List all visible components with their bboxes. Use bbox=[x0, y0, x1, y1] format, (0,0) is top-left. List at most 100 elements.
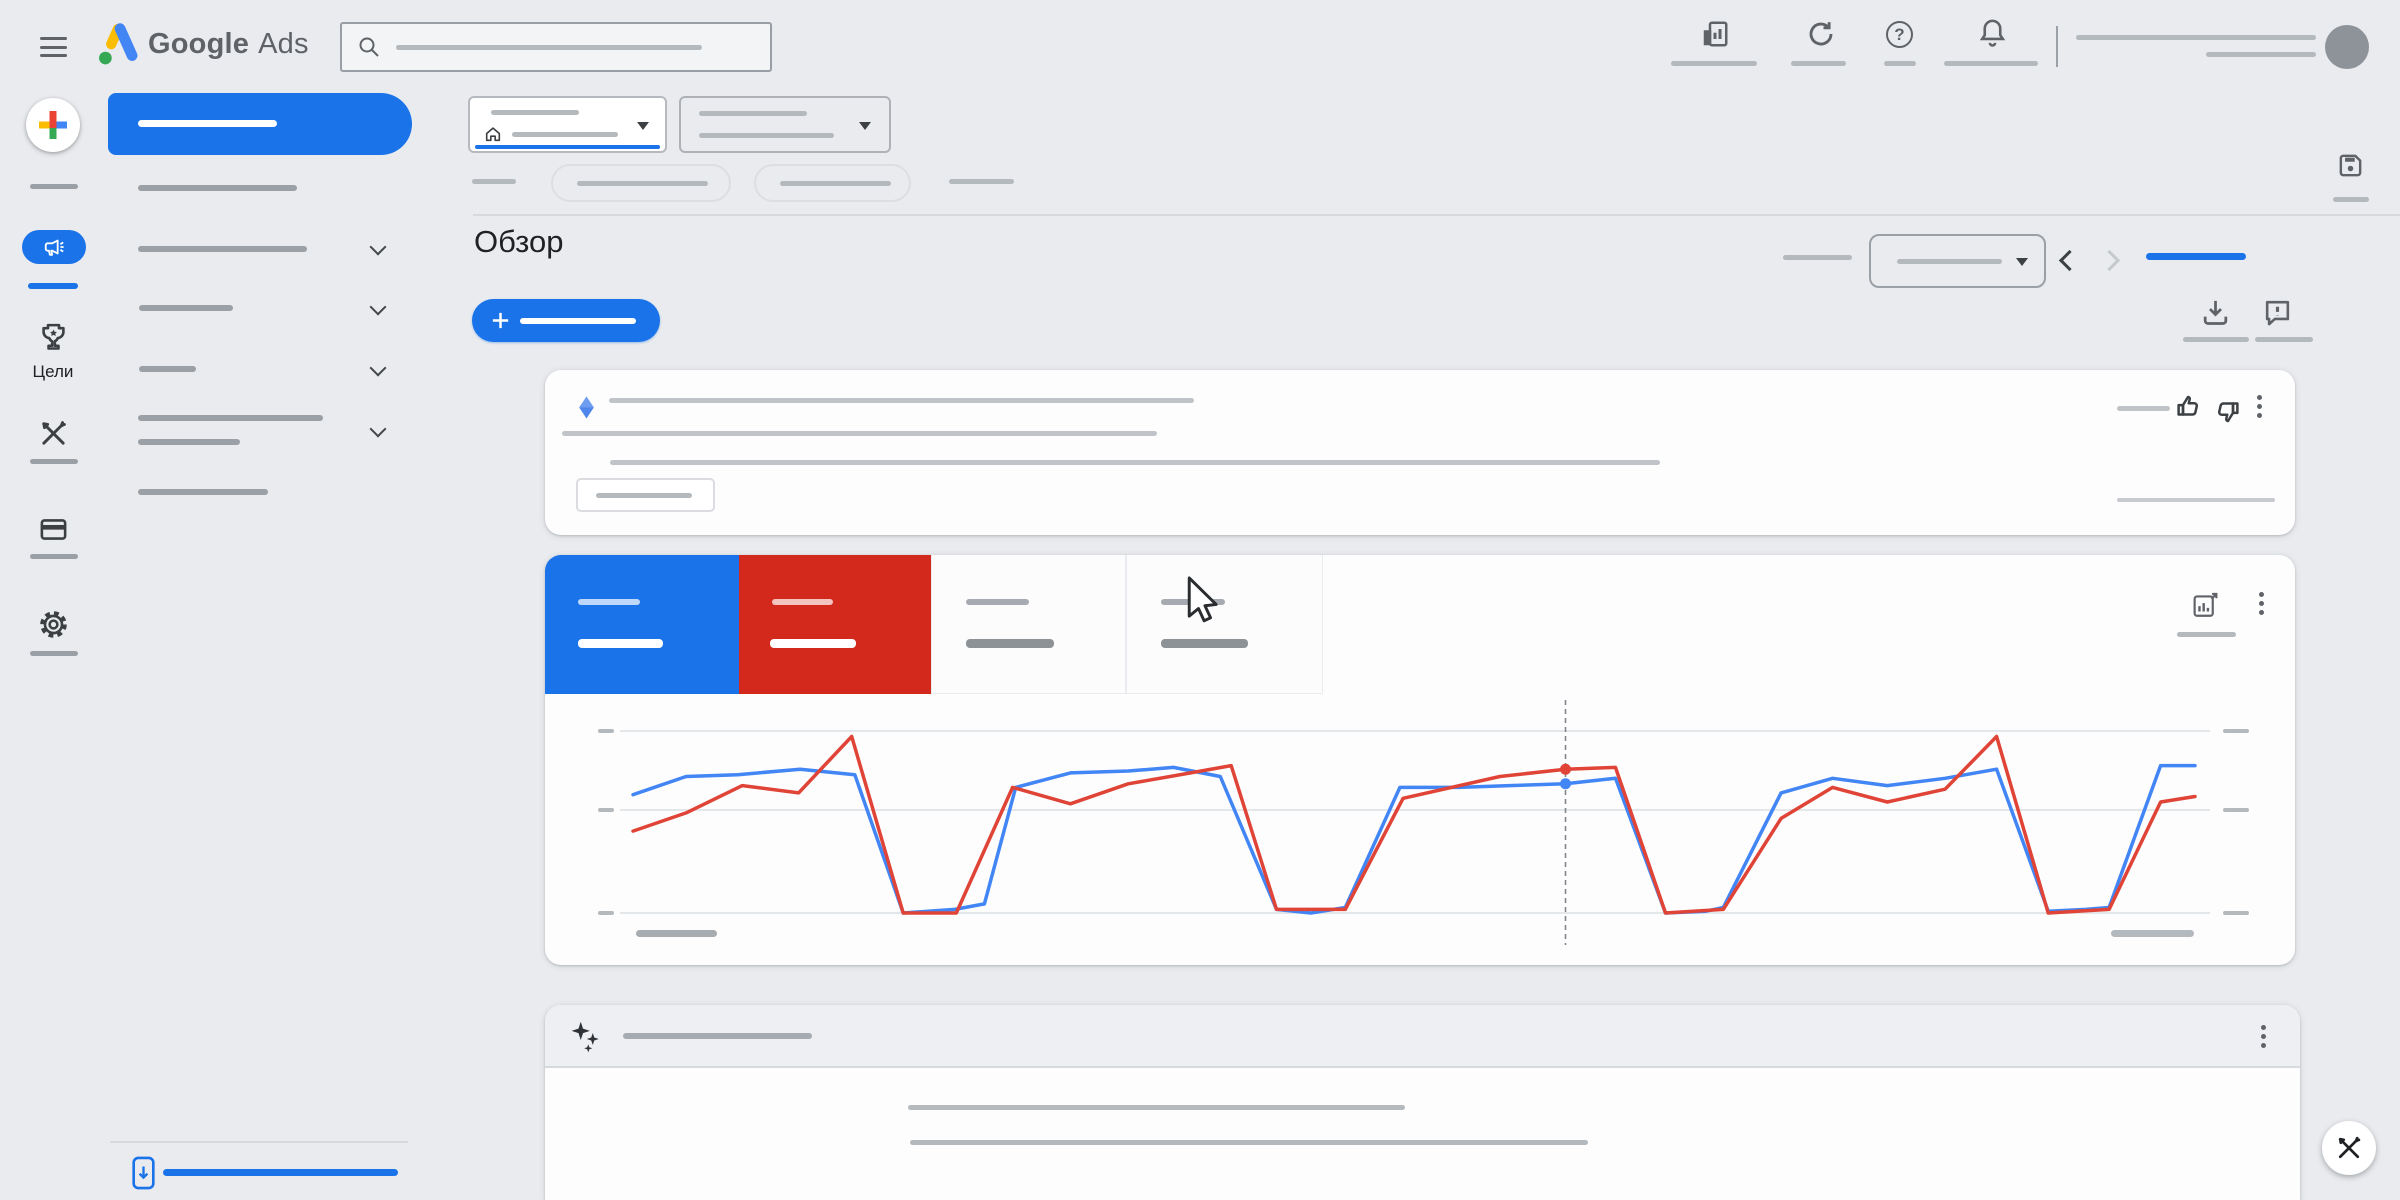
campaign-selector[interactable] bbox=[679, 96, 891, 153]
download-label-skeleton bbox=[2183, 337, 2249, 342]
recommendation-gem-icon bbox=[574, 395, 599, 420]
filter-chip-2[interactable] bbox=[754, 164, 911, 202]
show-all-link-skeleton[interactable] bbox=[2146, 253, 2246, 260]
thumbs-down-icon[interactable] bbox=[2213, 396, 2243, 426]
metric-tab-3[interactable] bbox=[931, 555, 1126, 694]
nav-item-selected[interactable] bbox=[108, 93, 412, 155]
y-tick-left-bottom-skeleton bbox=[598, 911, 614, 915]
sidebar-item-campaigns[interactable] bbox=[22, 230, 86, 264]
next-period-chevron-icon[interactable] bbox=[2098, 249, 2121, 272]
tools-fab-button[interactable] bbox=[2322, 1121, 2376, 1175]
selector-dropdown-triangle-icon bbox=[637, 122, 649, 130]
filter-chip-1[interactable] bbox=[551, 164, 731, 202]
mobile-app-icon[interactable] bbox=[131, 1156, 156, 1190]
nav-item-2-chevron-down-icon[interactable] bbox=[369, 238, 387, 256]
recommendation-meta-skeleton bbox=[2117, 406, 2170, 411]
new-campaign-label-skeleton bbox=[520, 318, 636, 324]
nav-item-4-skeleton[interactable] bbox=[139, 366, 196, 372]
y-tick-right-top-skeleton bbox=[2223, 729, 2249, 733]
y-tick-left-top-skeleton bbox=[598, 729, 614, 733]
google-ads-logo-icon bbox=[96, 22, 142, 68]
tools-label-skeleton bbox=[30, 459, 78, 464]
nav-item-5b-skeleton[interactable] bbox=[138, 439, 240, 445]
nav-item-2-skeleton[interactable] bbox=[138, 246, 307, 252]
help-icon[interactable]: ? bbox=[1886, 21, 1913, 48]
download-icon[interactable] bbox=[2199, 296, 2232, 329]
nav-item-5-chevron-down-icon[interactable] bbox=[369, 420, 387, 438]
filter-label-skeleton bbox=[472, 179, 516, 184]
brand-ads: Ads bbox=[258, 28, 309, 60]
appearance-report-icon[interactable] bbox=[1700, 19, 1730, 49]
main-menu-button[interactable] bbox=[40, 37, 67, 57]
insights-line-1-skeleton bbox=[908, 1105, 1405, 1110]
y-tick-right-mid-skeleton bbox=[2223, 808, 2249, 812]
date-value-skeleton bbox=[1897, 259, 2002, 264]
recommendation-action-button[interactable] bbox=[576, 478, 715, 512]
insights-line-2-skeleton bbox=[910, 1140, 1588, 1145]
metric-tab-2-selected[interactable] bbox=[739, 555, 931, 694]
sparkle-insights-icon bbox=[568, 1018, 604, 1054]
insights-card bbox=[545, 1005, 2300, 1200]
performance-chart-svg[interactable] bbox=[620, 700, 2210, 945]
search-placeholder-skeleton bbox=[396, 45, 702, 50]
account-level-selector[interactable] bbox=[468, 96, 667, 153]
mobile-app-link-skeleton[interactable] bbox=[163, 1169, 398, 1176]
refresh-label-skeleton bbox=[1791, 61, 1846, 66]
saved-label-skeleton bbox=[2333, 197, 2369, 202]
nav-item-6-skeleton[interactable] bbox=[138, 489, 268, 495]
topbar-divider bbox=[2056, 26, 2058, 67]
selector-active-underline bbox=[475, 145, 660, 149]
saved-items-icon[interactable] bbox=[2336, 151, 2365, 180]
campaigns-label-skeleton bbox=[28, 283, 78, 289]
metric-3-label-skeleton bbox=[966, 599, 1029, 605]
billing-card-icon[interactable] bbox=[38, 514, 69, 545]
refresh-icon[interactable] bbox=[1806, 19, 1836, 49]
recommendation-line-2-skeleton bbox=[562, 431, 1157, 436]
account-name-skeleton bbox=[2076, 35, 2316, 40]
settings-gear-icon[interactable] bbox=[38, 609, 69, 640]
feedback-icon[interactable] bbox=[2262, 297, 2293, 328]
x-axis-right-label-skeleton bbox=[2111, 930, 2194, 937]
recommendation-kebab-menu-icon[interactable] bbox=[2257, 395, 2262, 400]
notifications-bell-icon[interactable] bbox=[1977, 17, 2008, 48]
nav-item-1-skeleton[interactable] bbox=[138, 185, 297, 191]
metric-1-value-skeleton bbox=[578, 639, 663, 648]
new-campaign-button[interactable] bbox=[472, 299, 660, 342]
metric-tab-1-selected[interactable] bbox=[545, 555, 739, 694]
chart-type-icon[interactable] bbox=[2191, 591, 2220, 620]
y-tick-left-mid-skeleton bbox=[598, 808, 614, 812]
settings-label-skeleton bbox=[30, 651, 78, 656]
recommendation-title-skeleton bbox=[609, 398, 1194, 403]
nav-item-3-chevron-down-icon[interactable] bbox=[369, 298, 387, 316]
insights-title-skeleton bbox=[623, 1033, 812, 1039]
report-label-skeleton bbox=[1671, 61, 1757, 66]
header-divider bbox=[473, 214, 2400, 216]
metric-tab-4[interactable] bbox=[1126, 555, 1323, 694]
chart-kebab-menu-icon[interactable] bbox=[2259, 592, 2264, 597]
insights-kebab-menu-icon[interactable] bbox=[2261, 1025, 2266, 1030]
selector-line-1-skeleton bbox=[491, 110, 579, 115]
filter-more-skeleton bbox=[949, 179, 1014, 184]
nav-item-3-skeleton[interactable] bbox=[139, 305, 233, 311]
brand-google: Google bbox=[148, 28, 250, 60]
chart-meta-skeleton bbox=[2177, 632, 2236, 637]
recommendation-card bbox=[545, 370, 2295, 535]
sidebar-item-goals-label[interactable]: Цели bbox=[32, 362, 74, 381]
selector2-line-2-skeleton bbox=[699, 133, 834, 138]
date-range-selector[interactable] bbox=[1869, 234, 2046, 288]
create-button[interactable] bbox=[26, 98, 80, 152]
prev-period-chevron-icon[interactable] bbox=[2058, 249, 2081, 272]
goals-trophy-icon[interactable] bbox=[37, 321, 70, 354]
tools-icon[interactable] bbox=[38, 418, 69, 449]
avatar[interactable] bbox=[2325, 25, 2369, 69]
search-input[interactable] bbox=[340, 22, 772, 72]
thumbs-up-icon[interactable] bbox=[2173, 392, 2203, 422]
x-axis-left-label-skeleton bbox=[636, 930, 717, 937]
nav-item-5-skeleton[interactable] bbox=[138, 415, 323, 421]
create-label-skeleton bbox=[30, 184, 78, 189]
nav-item-4-chevron-down-icon[interactable] bbox=[369, 359, 387, 377]
account-id-skeleton bbox=[2206, 52, 2316, 57]
date-label-skeleton bbox=[1783, 255, 1852, 260]
date-dropdown-triangle-icon bbox=[2016, 258, 2028, 266]
y-tick-right-bottom-skeleton bbox=[2223, 911, 2249, 915]
